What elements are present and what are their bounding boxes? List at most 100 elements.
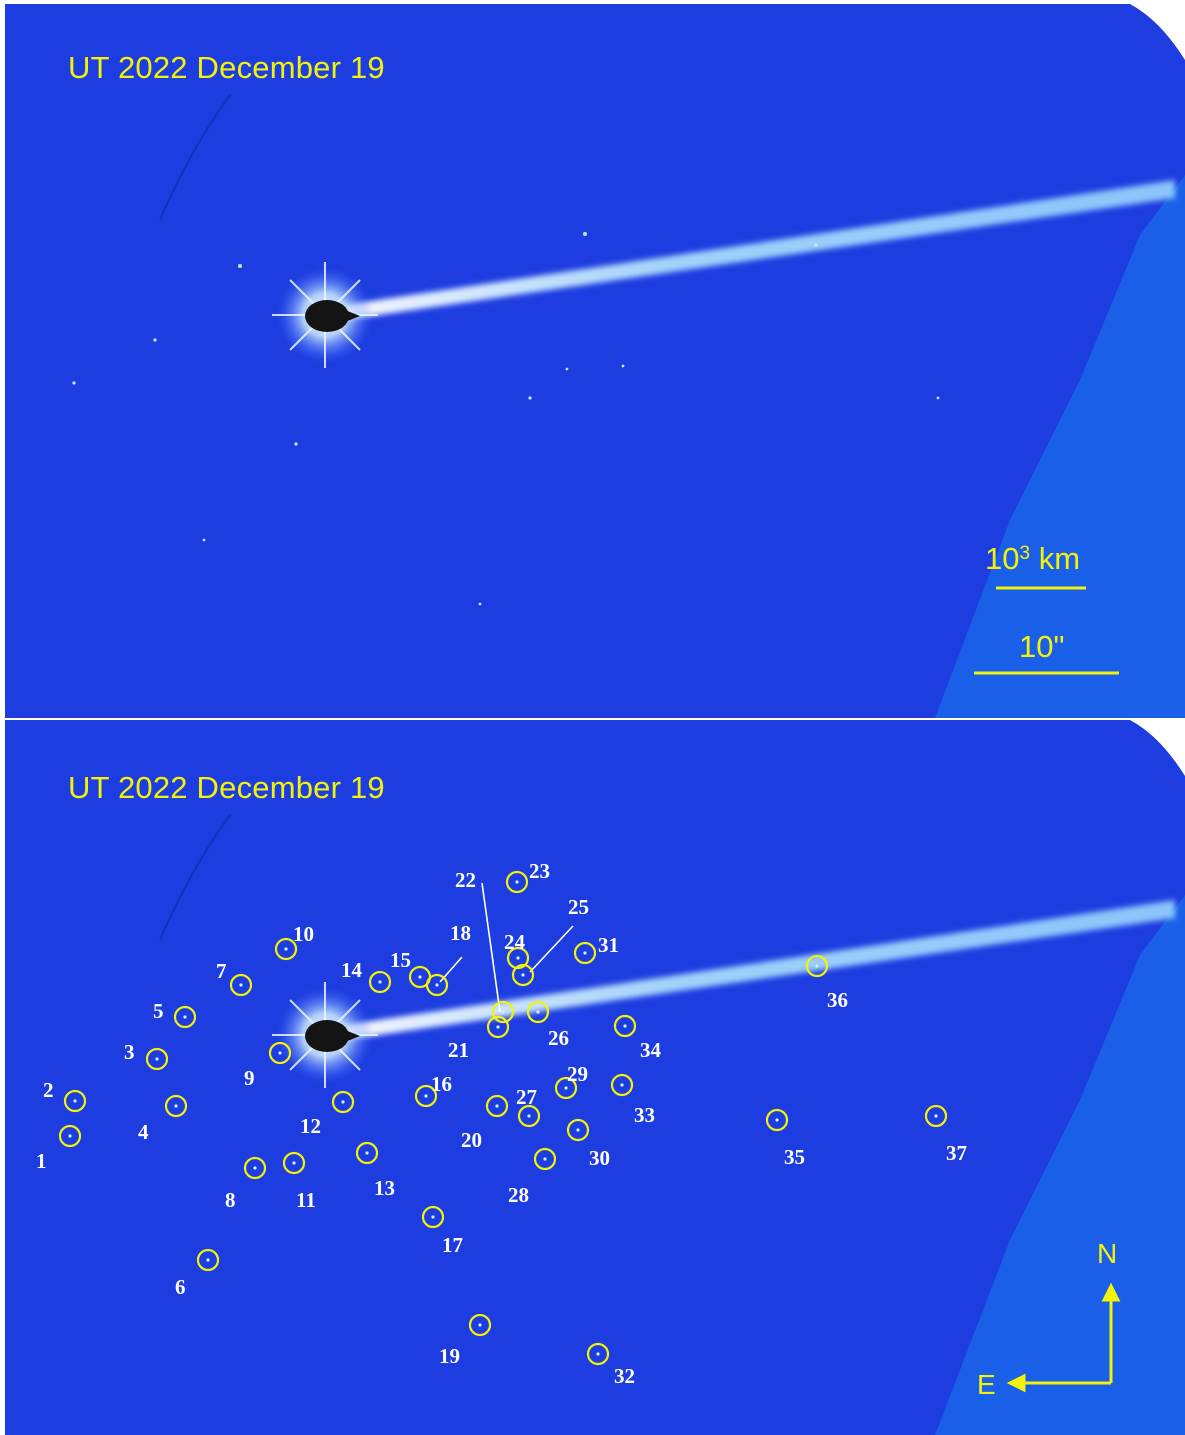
marker-circle-13 (355, 1141, 379, 1165)
leader-line-25 (529, 925, 574, 973)
star-34 (623, 1024, 627, 1028)
nucleus-core (305, 1020, 349, 1052)
scale-arcsec-label: 10" (1019, 629, 1065, 664)
star-3 (155, 1057, 159, 1061)
scale-bars (974, 586, 1119, 675)
top-date-label: UT 2022 December 19 (68, 50, 385, 85)
marker-label-1: 1 (36, 1149, 47, 1173)
star-4 (174, 1104, 178, 1108)
marker-circle-12 (331, 1090, 355, 1114)
marker-label-17: 17 (442, 1233, 463, 1257)
marker-circle-32 (586, 1342, 610, 1366)
panel-bottom: UT 2022 December 19 1 2 3 4 5 6 7 8 9 10 11 12 13 14 1… (0, 720, 1185, 1435)
marker-label-18: 18 (450, 921, 471, 945)
marker-label-23: 23 (529, 859, 550, 883)
star-36 (815, 964, 819, 968)
marker-circle-16 (414, 1084, 438, 1108)
marker-circle-22 (491, 1000, 515, 1024)
star-23 (515, 880, 519, 884)
comet-tail (345, 900, 1175, 1040)
star-2 (73, 1099, 77, 1103)
compass (1006, 1282, 1121, 1393)
marker-label-11: 11 (296, 1188, 316, 1212)
star-35 (775, 1118, 779, 1122)
star-22 (501, 1010, 505, 1014)
marker-circle-9 (268, 1041, 292, 1065)
star-33 (620, 1083, 624, 1087)
marker-label-20: 20 (461, 1128, 482, 1152)
marker-circle-4 (164, 1094, 188, 1118)
east-arrow-icon (1006, 1373, 1026, 1393)
star-7 (239, 983, 243, 987)
marker-circle-2 (63, 1089, 87, 1113)
nucleus-core (305, 300, 349, 332)
marker-label-32: 32 (614, 1364, 635, 1388)
star-26 (536, 1010, 540, 1014)
marker-label-24: 24 (504, 930, 525, 954)
marker-circle-1 (58, 1124, 82, 1148)
marker-circle-31 (573, 941, 597, 965)
marker-circle-6 (196, 1248, 220, 1272)
marker-label-15: 15 (390, 948, 411, 972)
star-5 (183, 1015, 187, 1019)
marker-circle-21 (486, 1015, 510, 1039)
marker-label-22: 22 (455, 868, 476, 892)
marker-label-28: 28 (508, 1183, 529, 1207)
star-8 (253, 1166, 257, 1170)
marker-label-31: 31 (598, 933, 619, 957)
north-arrow-icon (1101, 1282, 1121, 1302)
marker-label-10: 10 (293, 922, 314, 946)
star-31 (583, 951, 587, 955)
marker-label-29: 29 (567, 1062, 588, 1086)
star-17 (431, 1215, 435, 1219)
panel-top: UT 2022 December 19 103 km 10" (5, 4, 1185, 718)
marker-label-14: 14 (341, 958, 362, 982)
marker-circle-36 (805, 954, 829, 978)
marker-label-13: 13 (374, 1176, 395, 1200)
star-30 (576, 1128, 580, 1132)
comet-tail (345, 180, 1175, 320)
star-10 (284, 947, 288, 951)
scale-km-label: 103 km (985, 541, 1081, 576)
marker-label-4: 4 (138, 1120, 149, 1144)
marker-label-6: 6 (175, 1275, 186, 1299)
star-12 (341, 1100, 345, 1104)
marker-label-9: 9 (244, 1066, 255, 1090)
star-11 (292, 1161, 296, 1165)
marker-circle-28 (533, 1147, 557, 1171)
star-19 (478, 1323, 482, 1327)
marker-label-26: 26 (548, 1026, 569, 1050)
marker-circle-24 (506, 946, 530, 970)
star-20 (495, 1104, 499, 1108)
marker-label-34: 34 (640, 1038, 661, 1062)
marker-circle-27 (517, 1104, 541, 1128)
marker-circle-34 (613, 1014, 637, 1038)
marker-circle-29 (554, 1076, 578, 1100)
star-15 (418, 975, 422, 979)
star-13 (365, 1151, 369, 1155)
marker-circle-11 (282, 1151, 306, 1175)
star-24 (516, 956, 520, 960)
marker-circle-18 (425, 973, 449, 997)
compass-east-label: E (977, 1369, 996, 1400)
marker-circle-37 (924, 1104, 948, 1128)
marker-circle-19 (468, 1313, 492, 1337)
marker-circle-23 (505, 870, 529, 894)
marker-label-5: 5 (153, 999, 164, 1023)
star-37 (934, 1114, 938, 1118)
edge-region (935, 175, 1185, 718)
marker-circle-25 (511, 963, 535, 987)
marker-circle-10 (274, 937, 298, 961)
marker-label-19: 19 (439, 1344, 460, 1368)
marker-circle-35 (765, 1108, 789, 1132)
marker-circle-26 (526, 1000, 550, 1024)
marker-circle-17 (421, 1205, 445, 1229)
star-9 (278, 1051, 282, 1055)
star-18 (435, 983, 439, 987)
marker-label-7: 7 (216, 959, 227, 983)
star-29 (564, 1086, 568, 1090)
leader-line-22 (481, 882, 501, 1013)
marker-label-35: 35 (784, 1145, 805, 1169)
marker-circle-3 (145, 1047, 169, 1071)
marker-circle-14 (368, 970, 392, 994)
